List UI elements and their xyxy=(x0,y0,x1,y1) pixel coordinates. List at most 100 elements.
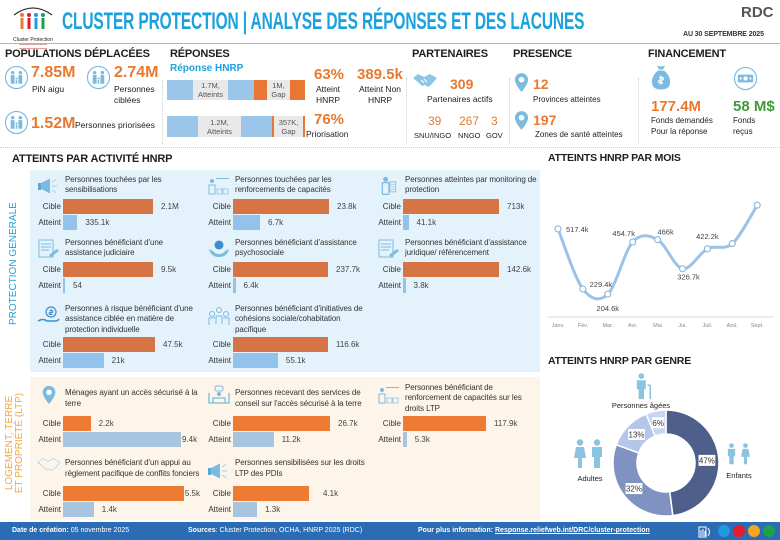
counseling-icon xyxy=(207,385,231,405)
data-point xyxy=(604,290,612,298)
logo-text: Cluster Protection xyxy=(13,37,53,43)
footer: Date de création: 05 novembre 2025 Sourc… xyxy=(0,522,780,540)
atteint-bar xyxy=(63,501,94,517)
atteint-bar xyxy=(233,431,274,447)
atteint-value: 11.2k xyxy=(281,434,301,444)
cible-row: Cible 47.5k xyxy=(35,336,200,352)
atteint-bar xyxy=(403,277,406,293)
data-point xyxy=(728,240,736,248)
atteint-row: Atteint 3.8k xyxy=(375,277,540,293)
elderly-person-icon xyxy=(635,373,652,400)
separator xyxy=(509,78,510,144)
location-pin-icon xyxy=(514,72,529,93)
atteint-bar xyxy=(233,214,261,230)
monthly-line-chart: 517.4k Janv. 229.4k Fév. 204.6k Mar. 454.7k Avr… xyxy=(548,201,774,329)
atteint-hnrp-label: Atteint HNRP xyxy=(315,84,341,105)
training-icon xyxy=(207,176,231,196)
financement-title: FINANCEMENT xyxy=(648,48,726,60)
cible-value: 23.8k xyxy=(337,201,357,211)
cible-row: Cible 117.9k xyxy=(375,415,540,431)
creation-date: Date de création: 05 novembre 2025 xyxy=(12,527,129,534)
atteint-non-hnrp-value: 389.5k xyxy=(357,66,403,83)
atteint-value: 41.1k xyxy=(416,217,437,227)
zones-sante-value: 197 xyxy=(533,112,557,128)
atteint-bar xyxy=(403,214,409,230)
cible-label: Cible xyxy=(42,339,61,349)
cible-value: 713k xyxy=(507,201,525,211)
people-circle-icon xyxy=(4,65,29,90)
sources-value: : Cluster Protection, OCHA, HNRP 2025 (R… xyxy=(215,527,363,534)
cible-bar xyxy=(62,485,184,501)
data-point xyxy=(629,238,637,246)
atteint-row: Atteint 55.1k xyxy=(205,352,370,368)
atteint-label: Atteint xyxy=(208,355,231,365)
atteint-row: Atteint 335.1k xyxy=(35,214,200,230)
reliefweb-icon xyxy=(698,526,710,538)
atteint-label: Atteint xyxy=(208,280,231,290)
activity-title: Personnes sensibilisées sur les droits L… xyxy=(235,458,365,478)
activity-title: Personnes bénéficiant d'initiatives de c… xyxy=(235,303,363,334)
atteint-value: 1.3k xyxy=(265,504,281,514)
atteint-bar xyxy=(233,352,278,368)
atteint-non-hnrp-label: Atteint Non HNRP xyxy=(358,84,402,105)
atteint-row: Atteint 21k xyxy=(35,352,200,368)
partenaires-total-label: Partenaires actifs xyxy=(427,94,493,104)
annotation-adultes: Adultes xyxy=(577,474,602,483)
cash-icon xyxy=(733,66,758,91)
data-point xyxy=(579,285,587,293)
cible-value: 142.6k xyxy=(507,264,532,274)
data-point xyxy=(753,201,761,209)
logo: Cluster Protection xyxy=(8,3,58,49)
cible-bar xyxy=(233,485,309,501)
snu-ingo-label: SNU/INGO xyxy=(414,131,452,140)
fonds-demandes-label-2: Pour la réponse xyxy=(651,127,708,136)
cible-row: Cible 2.2k xyxy=(35,415,200,431)
x-tick-label: Sept. xyxy=(751,323,764,329)
pin-aigu-value: 7.85M xyxy=(31,64,76,81)
activity-card-renforcement-ltp: Personnes bénéficiant de renforcement de… xyxy=(375,383,540,447)
activities-title: ATTEINTS PAR ACTIVITÉ HNRP xyxy=(12,153,173,165)
x-tick-label: Juil. xyxy=(703,323,713,329)
donut-slice xyxy=(665,409,720,517)
cible-label: Cible xyxy=(382,418,401,428)
separator xyxy=(162,80,163,144)
atteint-label: Atteint xyxy=(38,434,61,444)
more-info-link[interactable]: Response.reliefweb.int/DRC/cluster-prote… xyxy=(495,527,650,534)
atteint-label: Atteint xyxy=(208,434,231,444)
priorisation-response-bar: 1.2M, Atteints 357K, Gap xyxy=(167,116,305,137)
child-girl-icon xyxy=(741,443,750,465)
brand-dot-red xyxy=(733,525,745,537)
atteint-bar xyxy=(63,277,65,293)
series-line xyxy=(556,203,759,301)
activity-title: Personnes touchées par les sensibilisati… xyxy=(65,174,162,195)
atteint-label: Atteint xyxy=(38,355,61,365)
creation-date-label: Date de création: xyxy=(12,527,69,534)
data-point xyxy=(678,265,687,273)
slice-label-box xyxy=(652,417,665,429)
provinces-value: 12 xyxy=(533,76,549,92)
cible-label: Cible xyxy=(42,264,61,274)
atteint-value: 6.7k xyxy=(268,217,284,227)
activity-title: Personnes touchées par les renforcements… xyxy=(235,174,332,195)
cash-hand-icon xyxy=(37,306,61,326)
partenaires-total: 309 xyxy=(450,76,474,92)
presence-title: PRESENCE xyxy=(513,48,572,60)
sources-label: Sources xyxy=(188,527,216,534)
logo-subtext-lines xyxy=(19,44,47,49)
brand-dot-orange xyxy=(748,525,760,537)
atteint-value: 1.4k xyxy=(101,504,117,514)
x-tick-label: Jui. xyxy=(678,323,687,329)
cible-value: 5.5k xyxy=(184,488,200,498)
slice-label: 6% xyxy=(652,419,664,428)
activity-card-conflits-fonciers: Personnes bénéficiant d'un appui au règl… xyxy=(35,453,200,517)
atteint-value: 5.3k xyxy=(414,434,430,444)
data-point xyxy=(703,245,711,253)
data-label: 454.7k xyxy=(612,229,635,238)
fonds-recus-label-1: Fonds xyxy=(733,116,756,125)
ltp-label-line2-text: ET PROPRIÉTÉ (LTP) xyxy=(14,392,25,494)
zones-sante-label: Zones de santé atteintes xyxy=(535,130,623,139)
activity-title: Ménages ayant un accès sécurisé à la ter… xyxy=(65,388,198,408)
activity-title: Personnes bénéficiant de renforcement de… xyxy=(405,382,522,413)
cible-value: 47.5k xyxy=(163,339,183,349)
x-tick-label: Aoû. xyxy=(727,323,739,329)
